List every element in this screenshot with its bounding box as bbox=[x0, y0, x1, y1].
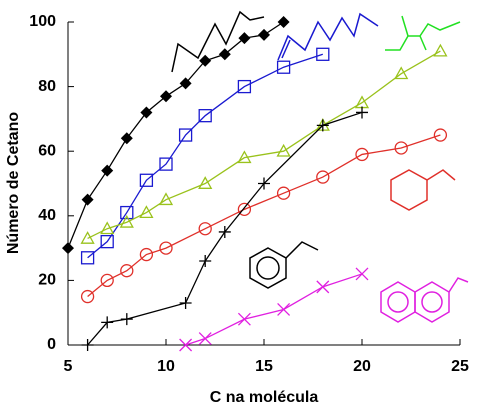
marker bbox=[394, 141, 408, 155]
marker bbox=[316, 47, 330, 61]
molecule-ethyl bbox=[426, 169, 456, 181]
marker bbox=[316, 119, 329, 132]
molecule-alkane-branched bbox=[277, 12, 379, 61]
marker bbox=[81, 339, 94, 351]
marker bbox=[139, 205, 154, 219]
marker bbox=[237, 312, 251, 326]
marker bbox=[198, 176, 213, 189]
marker bbox=[80, 251, 95, 265]
x-tick-label: 10 bbox=[157, 358, 175, 375]
marker bbox=[199, 255, 212, 268]
marker bbox=[179, 338, 193, 352]
marker bbox=[355, 147, 369, 162]
marker bbox=[120, 264, 134, 278]
molecule-bond bbox=[419, 35, 427, 51]
molecule-ring bbox=[256, 256, 280, 280]
marker bbox=[237, 202, 252, 216]
marker bbox=[355, 267, 369, 281]
marker bbox=[277, 16, 290, 28]
marker bbox=[62, 242, 74, 255]
marker bbox=[101, 316, 114, 329]
molecule-isoalkane bbox=[385, 21, 461, 51]
marker bbox=[139, 173, 154, 187]
marker bbox=[198, 109, 212, 123]
x-axis-title: C na molécula bbox=[210, 389, 319, 406]
marker bbox=[198, 332, 212, 345]
molecule-ring bbox=[421, 291, 443, 313]
x-tick-label: 25 bbox=[451, 358, 469, 375]
x-tick-label: 15 bbox=[255, 358, 273, 375]
y-tick-label: 0 bbox=[47, 336, 56, 353]
marker bbox=[258, 177, 270, 190]
marker bbox=[179, 77, 192, 90]
marker bbox=[159, 157, 173, 171]
marker bbox=[120, 205, 134, 220]
marker bbox=[316, 280, 330, 294]
marker bbox=[237, 79, 252, 94]
marker bbox=[237, 150, 252, 164]
marker bbox=[199, 54, 212, 67]
x-tick-label: 5 bbox=[64, 358, 73, 375]
marker bbox=[356, 106, 368, 119]
marker bbox=[100, 221, 115, 235]
molecule-naphthalene bbox=[380, 281, 416, 323]
series-line bbox=[87, 50, 441, 239]
marker bbox=[80, 231, 95, 244]
y-tick-label: 80 bbox=[38, 78, 56, 95]
marker bbox=[81, 193, 94, 206]
y-tick-label: 60 bbox=[38, 142, 56, 159]
x-tick-label: 20 bbox=[353, 358, 371, 375]
series-line bbox=[185, 273, 363, 346]
marker bbox=[238, 32, 251, 45]
marker bbox=[140, 106, 153, 119]
marker bbox=[159, 241, 173, 255]
marker bbox=[80, 289, 95, 304]
y-tick-label: 100 bbox=[29, 13, 56, 30]
molecule-ethyl bbox=[285, 241, 319, 259]
marker bbox=[178, 128, 193, 142]
marker bbox=[100, 234, 114, 249]
marker bbox=[198, 222, 212, 236]
marker bbox=[179, 297, 192, 310]
marker bbox=[119, 214, 134, 228]
series-line bbox=[87, 53, 324, 259]
molecule-cyclohexane bbox=[390, 169, 428, 211]
marker bbox=[433, 128, 448, 142]
marker bbox=[100, 273, 114, 288]
marker bbox=[276, 143, 291, 157]
marker bbox=[160, 90, 172, 103]
molecule-alkane bbox=[171, 10, 265, 73]
marker bbox=[276, 60, 291, 74]
marker bbox=[316, 170, 330, 184]
marker bbox=[433, 43, 448, 57]
marker bbox=[218, 48, 231, 61]
molecule-bond bbox=[401, 15, 409, 37]
molecule-ring bbox=[387, 291, 409, 313]
marker bbox=[139, 247, 154, 262]
marker bbox=[120, 313, 133, 326]
marker bbox=[218, 225, 231, 238]
marker bbox=[277, 303, 291, 316]
molecule-ethyl bbox=[448, 277, 469, 293]
marker bbox=[394, 66, 409, 80]
y-axis-title: Número de Cetano bbox=[5, 112, 22, 254]
y-tick-label: 40 bbox=[38, 207, 56, 224]
molecule-bond bbox=[281, 39, 291, 59]
molecule-naphthalene bbox=[414, 281, 450, 323]
marker bbox=[276, 186, 291, 200]
marker bbox=[258, 28, 270, 41]
marker bbox=[158, 192, 174, 206]
y-tick-label: 20 bbox=[38, 272, 56, 289]
marker bbox=[101, 164, 114, 177]
molecule-benzene bbox=[249, 247, 287, 289]
marker bbox=[120, 132, 133, 145]
